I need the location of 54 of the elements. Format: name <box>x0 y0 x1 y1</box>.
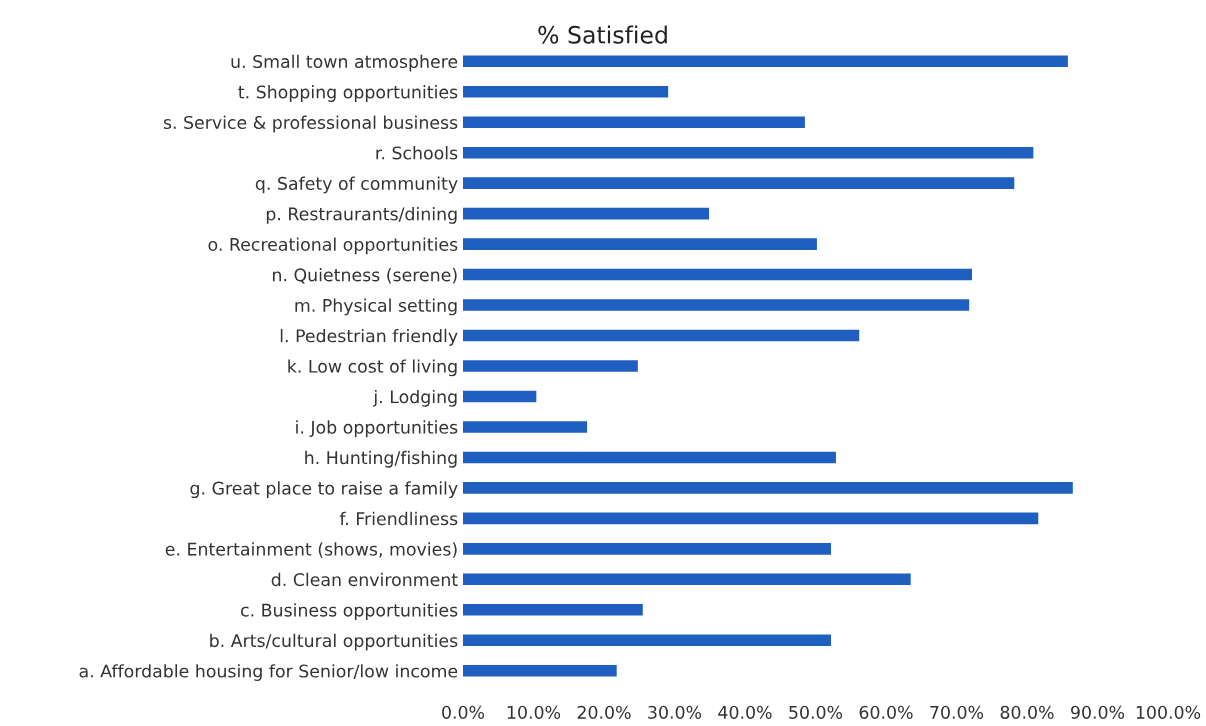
bar <box>463 329 860 342</box>
x-tick-label: 40.0% <box>718 705 772 719</box>
y-tick-label: u. Small town atmosphere <box>231 54 458 72</box>
x-tick-label: 60.0% <box>859 705 913 719</box>
bar <box>463 268 973 281</box>
bar <box>463 360 638 372</box>
bar <box>463 421 588 433</box>
x-tick-label: 50.0% <box>789 705 843 719</box>
y-tick-label: t. Shopping opportunities <box>238 85 458 102</box>
y-tick-label: h. Hunting/fishing <box>305 450 457 468</box>
x-tick-label: 100.0% <box>1136 705 1201 719</box>
x-tick-label: 30.0% <box>648 705 702 719</box>
y-tick-label: a. Affordable housing for Senior/low income <box>79 664 458 681</box>
x-tick-label: 90.0% <box>1071 705 1125 719</box>
bar <box>463 146 1034 159</box>
chart-title: % Satisfied <box>538 25 667 44</box>
y-tick-label: s. Service & professional business <box>163 115 458 133</box>
y-tick-label: o. Recreational opportunities <box>208 237 458 255</box>
bar <box>463 451 836 464</box>
bar <box>463 85 669 98</box>
y-tick-label: p. Restraurants/dining <box>266 207 457 224</box>
y-tick-label: l. Pedestrian friendly <box>280 328 458 346</box>
bar <box>463 512 1039 525</box>
bar <box>463 604 643 616</box>
y-tick-label: k. Low cost of living <box>288 359 457 377</box>
y-tick-label: q. Safety of community <box>255 176 458 194</box>
y-tick-label: i. Job opportunities <box>296 420 458 438</box>
bar <box>463 238 817 250</box>
y-tick-label: d. Clean environment <box>271 572 458 587</box>
y-tick-label: f. Friendliness <box>339 511 458 526</box>
y-tick-label: b. Arts/cultural opportunities <box>210 633 458 651</box>
x-tick-label: 20.0% <box>577 705 631 719</box>
x-tick-label: 80.0% <box>1000 705 1054 719</box>
bar <box>463 573 911 586</box>
bar <box>463 116 805 128</box>
y-tick-label: c. Business opportunities <box>241 603 458 621</box>
bar <box>463 482 1073 494</box>
y-tick-label: r. Schools <box>376 146 458 160</box>
y-tick-label: m. Physical setting <box>295 298 457 316</box>
x-tick-label: 70.0% <box>930 705 984 719</box>
y-tick-label: g. Great place to raise a family <box>190 481 458 499</box>
bar <box>463 55 1068 68</box>
bar <box>463 299 970 311</box>
bar <box>463 207 710 220</box>
y-tick-label: n. Quietness (serene) <box>273 267 457 284</box>
y-tick-label: j. Lodging <box>373 389 457 407</box>
bar <box>463 177 1015 189</box>
bar <box>463 543 832 555</box>
bar <box>463 664 617 677</box>
bar <box>463 634 832 647</box>
bar <box>463 390 537 403</box>
y-tick-label: e. Entertainment (shows, movies) <box>165 542 457 558</box>
x-tick-label: 0.0% <box>442 705 485 719</box>
x-tick-label: 10.0% <box>507 705 561 719</box>
